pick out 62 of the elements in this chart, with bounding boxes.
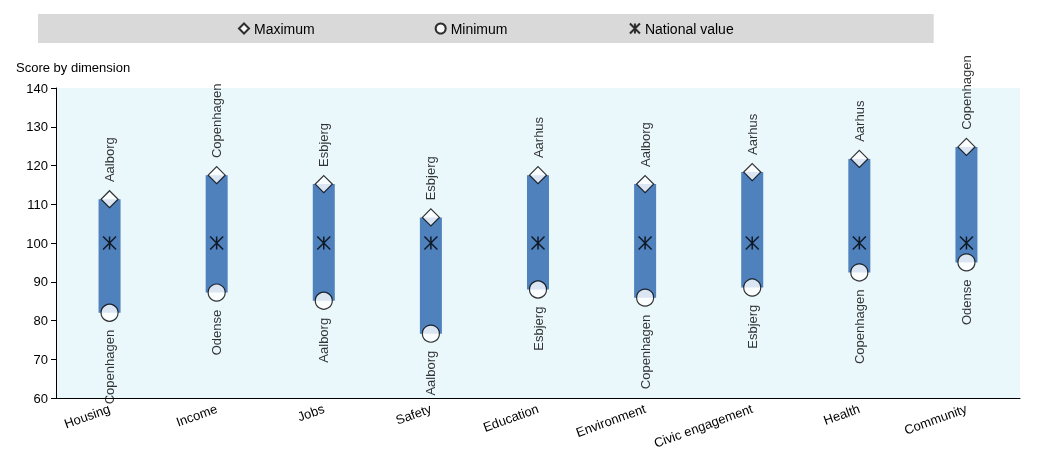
y-tick-label: 140 <box>26 80 48 96</box>
data-label: Copenhagen <box>209 83 225 159</box>
data-label: Aarhus <box>744 113 760 155</box>
data-label: Esbjerg <box>316 122 332 167</box>
point <box>207 166 226 185</box>
data-label: Aalborg <box>316 317 332 363</box>
point <box>528 280 548 299</box>
y-axis-title: Score by dimension <box>16 60 131 75</box>
point <box>637 235 653 251</box>
data-label: Esbjerg <box>530 306 546 351</box>
data-label: Copenhagen <box>851 289 867 365</box>
point <box>957 253 976 272</box>
data-label: Copenhagen <box>102 329 118 405</box>
point <box>743 162 762 182</box>
x-tick-label: Safety <box>393 400 434 428</box>
data-label: Aalborg <box>637 122 653 167</box>
point <box>314 291 333 310</box>
point <box>207 283 226 302</box>
point <box>743 278 762 297</box>
point <box>850 263 869 282</box>
data-label: Esbjerg <box>423 156 439 201</box>
point <box>100 190 119 209</box>
point <box>209 235 224 251</box>
x-tick-label: Health <box>821 400 862 428</box>
data-label: Odense <box>209 309 225 356</box>
point <box>850 149 869 169</box>
x-tick-label: Income <box>174 400 220 430</box>
point <box>528 166 548 185</box>
y-tick-label: 120 <box>26 158 48 173</box>
point <box>959 235 974 251</box>
data-label: Copenhagen <box>637 314 653 390</box>
point <box>957 137 976 156</box>
point <box>423 235 439 251</box>
point <box>636 288 655 307</box>
y-tick-label: 80 <box>33 313 48 328</box>
data-label: Aarhus <box>530 116 546 159</box>
point <box>852 235 867 251</box>
y-tick-label: 130 <box>26 119 48 135</box>
y-tick-label: 90 <box>33 274 48 290</box>
x-tick-label: Jobs <box>295 400 327 425</box>
point <box>314 175 333 194</box>
point <box>421 208 440 227</box>
data-label: Aalborg <box>423 350 439 396</box>
legend-label: National value <box>644 20 734 37</box>
point <box>316 235 332 251</box>
data-label: Aarhus <box>851 100 867 142</box>
legend-label: Minimum <box>450 20 508 37</box>
y-tick-label: 70 <box>33 351 48 367</box>
point <box>100 303 119 322</box>
data-label: Odense <box>958 279 974 326</box>
point <box>421 324 440 343</box>
data-label: Copenhagen <box>958 55 974 130</box>
data-label: Aalborg <box>102 137 118 183</box>
point <box>744 235 760 251</box>
y-tick-label: 100 <box>26 235 48 251</box>
point <box>102 235 117 251</box>
point <box>530 235 546 251</box>
legend-label: Maximum <box>254 20 315 37</box>
point <box>636 175 655 194</box>
data-label: Esbjerg <box>744 304 760 349</box>
y-tick-label: 60 <box>33 390 48 406</box>
y-tick-label: 110 <box>27 196 48 212</box>
